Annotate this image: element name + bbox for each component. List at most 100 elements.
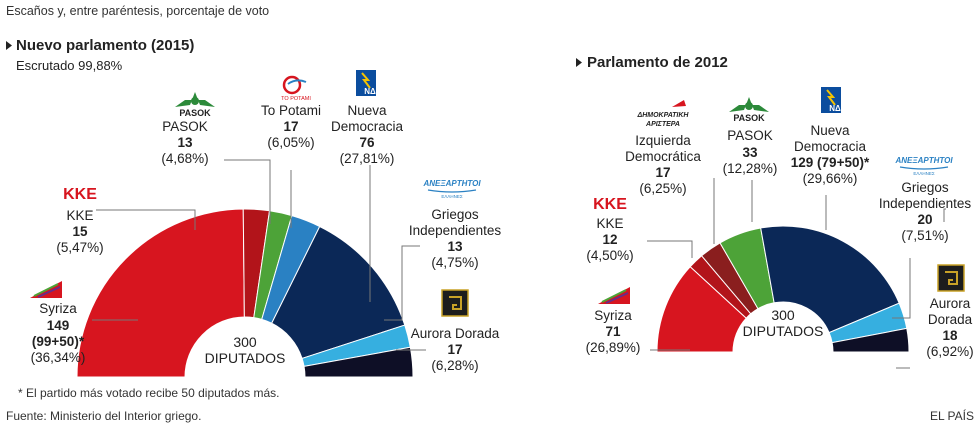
syriza-logo [30,281,62,298]
leader-line [943,208,946,222]
party-pct-pasok: (12,28%) [723,161,778,176]
party-name-xa: Aurora Dorada [411,326,500,341]
chart-2012: Parlamento de 2012 300 DIPUTADOS Syriza … [576,54,974,369]
party-name-anel-line1: Griegos [901,180,949,195]
party-name-dimar-line1: Izquierda [635,133,691,148]
xa-logo [441,289,469,317]
xa-square-icon [441,289,469,317]
nd-logo-text: ΝΔ [829,104,841,113]
xa-square-icon [937,264,965,292]
party-name-nd-line2: Democracia [794,139,867,154]
credit: EL PAÍS [930,408,974,423]
party-pct-kke: (4,50%) [586,248,633,263]
nd-logo: ΝΔ [356,70,376,96]
party-seats-syriza: 149 [47,318,70,333]
party-name-xa-line2: Dorada [928,312,973,327]
nd-logo: ΝΔ [821,87,841,113]
kke-logo: KKE [593,196,627,213]
chart-2015-total: 300 [233,334,257,350]
pasok-logo-text: PASOK [733,113,765,123]
seat-segment-nd [271,225,406,360]
party-name-anel-line1: Griegos [431,207,479,222]
party-seats-detail-syriza: (99+50)* [32,334,85,349]
potami-logo: TO POTAMI [281,75,311,102]
party-seats-xa: 18 [942,328,958,343]
party-pct-nd: (27,81%) [340,151,395,166]
anel-logo: ΑΝΕΞΑΡΤΗΤΟΙ ΕΛΛΗΝΕΣ [422,179,481,199]
party-seats-pasok: 33 [742,145,758,160]
leader-line [647,240,693,258]
title-bullet-icon [576,58,582,67]
seat-segment-nd [760,225,900,334]
party-seats-anel: 13 [447,239,463,254]
leader-line [892,258,911,319]
pasok-logo: PASOK [175,92,215,118]
party-seats-kke: 12 [602,232,617,247]
seat-segment-syriza [76,208,245,378]
chart-2015-arc [76,208,414,378]
anel-logo-text: ΑΝΕΞΑΡΤΗΤΟΙ [422,179,481,188]
chart-2012-title: Parlamento de 2012 [587,54,728,71]
chart-2015-total-label: DIPUTADOS [205,350,286,366]
pasok-logo: PASOK [729,97,769,123]
party-name-syriza: Syriza [594,308,632,323]
party-pct-pasok: (4,68%) [161,151,208,166]
chart-2015-title: Nuevo parlamento (2015) [16,37,194,54]
anel-logo: ΑΝΕΞΑΡΤΗΤΟΙ ΕΛΛΗΝΕΣ [894,156,953,176]
chart-2012-total: 300 [771,307,795,323]
party-seats-syriza: 71 [605,324,621,339]
party-name-pasok: PASOK [727,128,773,143]
anel-logo-subtext: ΕΛΛΗΝΕΣ [913,171,935,176]
dimar-logo-text2: ΑΡΙΣΤΕΡΑ [645,121,680,128]
party-pct-kke: (5,47%) [56,240,103,255]
anel-logo-text: ΑΝΕΞΑΡΤΗΤΟΙ [894,156,953,165]
party-name-anel-line2: Independientes [409,223,502,238]
title-bullet-icon [6,41,12,50]
chart-2015: Nuevo parlamento (2015) Escrutado 99,88%… [6,37,502,378]
party-seats-potami: 17 [283,119,298,134]
party-name-xa-line1: Aurora [930,296,971,311]
party-pct-anel: (7,51%) [901,228,948,243]
potami-ring-icon [282,75,302,95]
chart-2012-total-label: DIPUTADOS [743,323,824,339]
party-seats-anel: 20 [917,212,932,227]
party-name-anel-line2: Independientes [879,196,972,211]
party-seats-nd: 129 (79+50)* [791,155,870,170]
footnote: * El partido más votado recibe 50 diputa… [18,386,279,400]
party-seats-pasok: 13 [177,135,193,150]
party-name-nd-line1: Nueva [347,103,387,118]
party-pct-dimar: (6,25%) [639,181,686,196]
dimar-logo-text: ΔΗΜΟΚΡΑΤΙΚΗ [637,112,690,119]
party-pct-syriza: (36,34%) [31,350,86,365]
party-name-syriza: Syriza [39,301,77,316]
infographic-subtitle: Escaños y, entre paréntesis, porcentaje … [6,4,269,18]
chart-2015-subtitle: Escrutado 99,88% [16,58,123,73]
party-pct-xa: (6,28%) [431,358,478,373]
kke-logo: KKE [63,186,97,203]
source: Fuente: Ministerio del Interior griego. [6,409,201,423]
party-name-nd-line2: Democracia [331,119,404,134]
seat-segment-xa [831,327,910,353]
potami-logo-text: TO POTAMI [281,96,311,102]
syriza-logo [598,287,630,304]
party-pct-syriza: (26,89%) [586,340,641,355]
xa-logo [937,264,965,292]
leader-line [384,245,420,321]
dimar-flag-icon [672,100,686,107]
party-name-kke: KKE [66,208,93,223]
party-pct-nd: (29,66%) [803,171,858,186]
pasok-logo-text: PASOK [179,108,211,118]
party-pct-anel: (4,75%) [431,255,478,270]
party-seats-dimar: 17 [655,165,670,180]
leader-line [96,209,196,230]
party-name-nd-line1: Nueva [810,123,850,138]
party-name-dimar-line2: Democrática [625,149,701,164]
party-seats-nd: 76 [359,135,375,150]
party-name-potami: To Potami [261,103,321,118]
party-pct-potami: (6,05%) [267,135,314,150]
party-seats-kke: 15 [72,224,88,239]
party-pct-xa: (6,92%) [926,344,973,359]
dimar-logo: ΔΗΜΟΚΡΑΤΙΚΗ ΑΡΙΣΤΕΡΑ [637,100,690,128]
party-name-kke: KKE [596,216,623,231]
